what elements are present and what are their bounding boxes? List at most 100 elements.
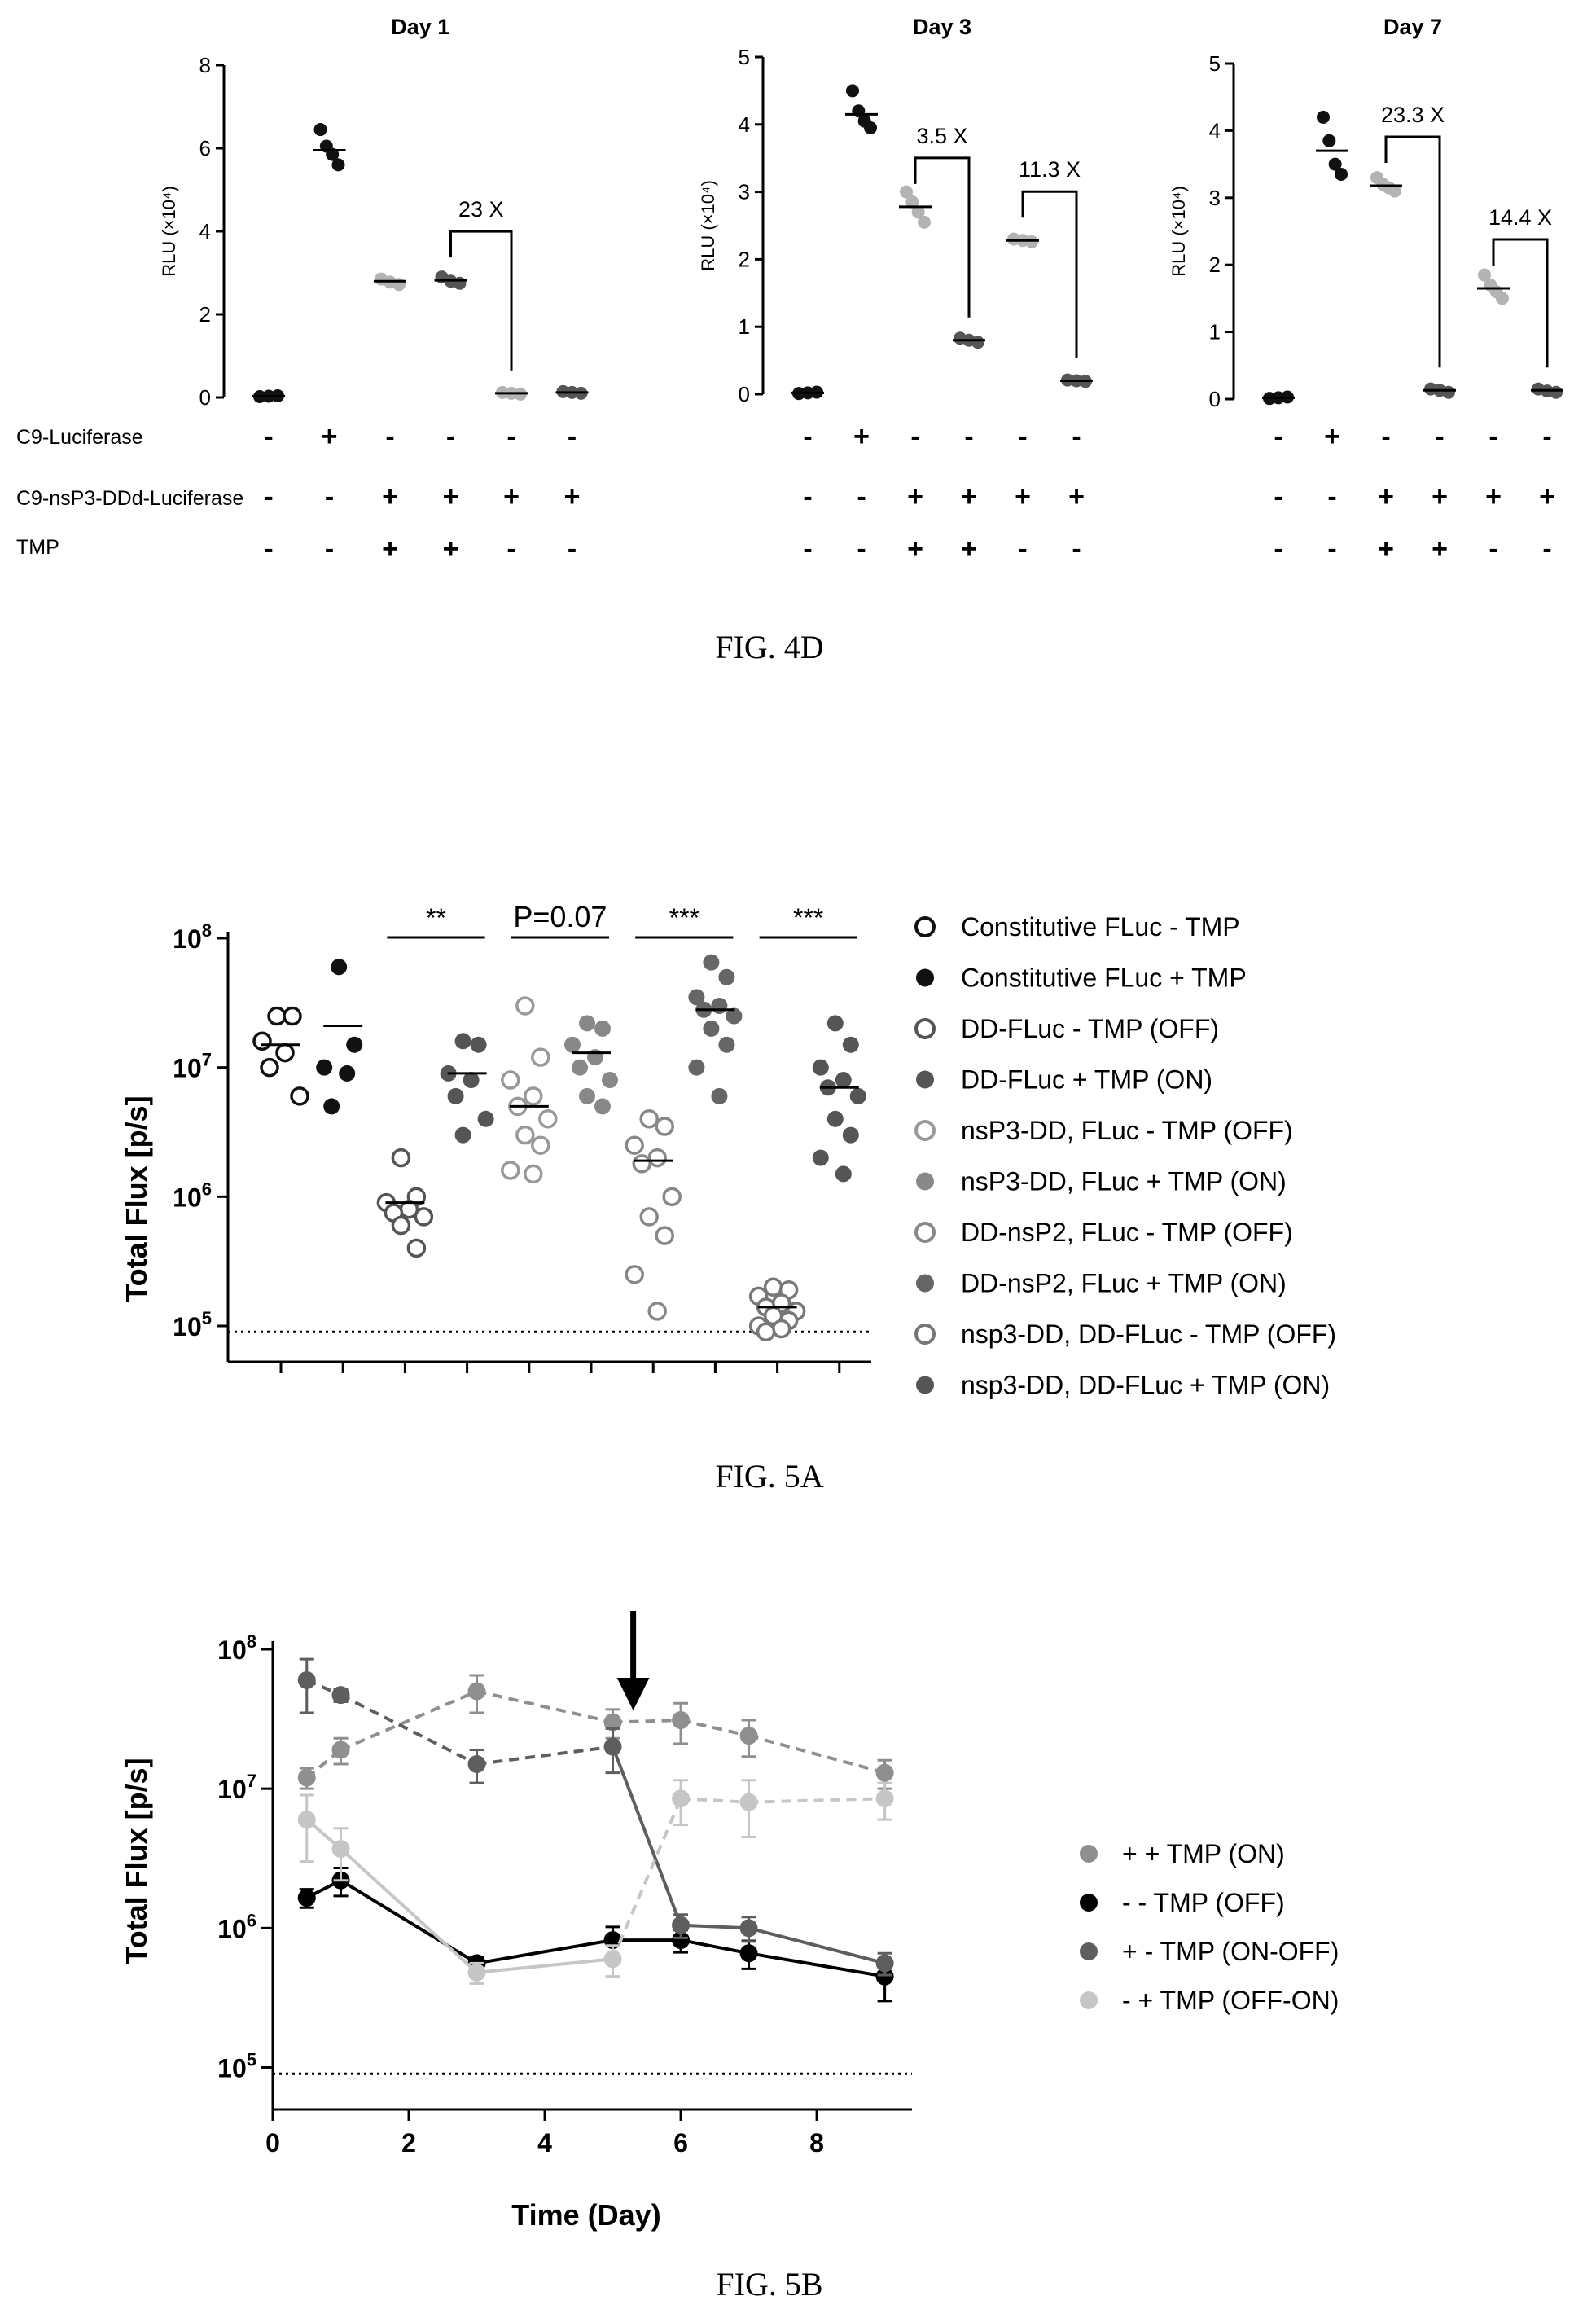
fig-5a-data-point	[647, 1302, 667, 1321]
fig-5b-legend-label: - + TMP (OFF-ON)	[1122, 1986, 1339, 2015]
fig-5a-data-point	[594, 1098, 611, 1115]
panel-2-comparison-bracket	[1384, 135, 1441, 368]
fig-5a-data-point	[579, 1087, 595, 1104]
fig-5a-y-tick-label: 106	[173, 1179, 212, 1212]
panel-1-condition-sign: +	[907, 533, 923, 564]
panel-2-condition-sign: -	[1542, 421, 1551, 452]
panel-2-y-tick-label: 3	[1209, 186, 1221, 210]
panel-1-condition-sign: -	[857, 481, 866, 512]
fig-5a-data-point	[454, 1033, 471, 1050]
row-label-tmp: TMP	[16, 536, 59, 559]
panel-2-data-point	[1496, 292, 1509, 305]
fig-5b-series-line-segment	[748, 1951, 885, 1978]
fig-5a-data-point	[763, 1277, 783, 1297]
panel-1-data-point	[911, 205, 925, 219]
fig-5a-data-point	[524, 1086, 543, 1106]
fig-5a-data-point	[339, 1065, 356, 1082]
fig-5b-series-line-segment	[680, 1797, 749, 1804]
fig-5a-data-point	[718, 1036, 735, 1053]
panel-2-condition-sign: -	[1274, 481, 1282, 512]
fig-5b-data-point	[467, 1963, 486, 1982]
fig-5a-data-point	[501, 1070, 520, 1090]
panel-0-condition-sign: -	[506, 533, 515, 564]
fig-5a-data-point	[290, 1086, 309, 1106]
fig-5a-significance-label: ***	[793, 903, 823, 933]
panel-2-data-point	[1388, 184, 1401, 198]
panel-0-condition-sign: -	[325, 533, 334, 564]
fig-5b-x-tick-label: 6	[673, 2128, 688, 2158]
fig-5a-data-point	[812, 1149, 829, 1166]
fig-5b-legend-label: + - TMP (ON-OFF)	[1122, 1937, 1339, 1966]
fig-5b-x-tick-label: 4	[537, 2128, 552, 2158]
fig-5a-data-point	[703, 954, 720, 971]
panel-2-fold-change-label: 14.4 X	[1489, 205, 1552, 230]
fig-5a-y-tick-label: 108	[173, 920, 212, 954]
fig-5a-data-point	[316, 1059, 333, 1076]
fig-5a-data-point	[655, 1226, 674, 1245]
panel-2-condition-sign: -	[1327, 481, 1336, 512]
panel-2-condition-sign: +	[1432, 533, 1448, 564]
fig-5b: 105 106 107 108 0 2 4 6 8 + + TMP (ON) - - TMP (OF…	[217, 1611, 1339, 2158]
panel-2-condition-sign: -	[1542, 533, 1551, 564]
fig-5a-data-point	[711, 997, 728, 1014]
fig-5a-data-point	[331, 959, 348, 976]
fig-5a-significance-label: **	[426, 903, 446, 933]
panel-1-condition-sign: -	[1018, 421, 1027, 452]
fig-5b-series-line-segment	[476, 1745, 613, 1767]
fig-5a-data-point	[718, 968, 735, 985]
panel-2-y-tick-label: 1	[1209, 320, 1221, 345]
panel-2-condition-sign: -	[1274, 533, 1282, 564]
fig-5a-data-point	[463, 1072, 480, 1089]
panel-2-condition-sign: +	[1378, 481, 1394, 512]
panel-0-fold-change-label: 23 X	[458, 197, 504, 222]
fig-5b-y-tick-label: 105	[217, 2049, 256, 2083]
panel-0-data-point	[453, 276, 467, 290]
fig-5b-series-line-segment	[476, 1689, 613, 1724]
panel-2-data-point	[1328, 157, 1342, 171]
panel-0-condition-sign: -	[264, 481, 273, 512]
fig-5a-legend-label: DD-FLuc + TMP (ON)	[961, 1065, 1212, 1095]
fig-5b-series-line-segment	[748, 1734, 886, 1775]
fig-5a-data-point	[726, 1007, 743, 1025]
fig-5b-data-point	[603, 1950, 622, 1969]
fig-5a-data-point	[501, 1161, 520, 1180]
fig-5b-data-point	[467, 1682, 486, 1701]
panel-1-condition-sign: +	[853, 421, 870, 452]
fig-5b-legend-label: - - TMP (OFF)	[1122, 1888, 1285, 1917]
fig-5a-data-point	[771, 1319, 791, 1339]
fig-5b-x-axis-label: Time (Day)	[511, 2198, 660, 2232]
fig-5a-legend-marker	[916, 1376, 934, 1394]
panel-1-condition-sign: -	[964, 421, 973, 452]
fig-5a-data-point	[538, 1109, 558, 1129]
fig-5b-legend-label: + + TMP (ON)	[1122, 1839, 1285, 1868]
fig-5b-legend-marker	[1080, 1894, 1098, 1912]
fig-5a-legend-label: DD-FLuc - TMP (OFF)	[961, 1014, 1219, 1043]
fig-5a-legend-label: DD-nsP2, FLuc + TMP (ON)	[961, 1269, 1287, 1298]
fig-5a-legend-label: Constitutive FLuc + TMP	[961, 964, 1247, 993]
fig-5b-series-line-segment	[748, 1797, 885, 1804]
fig-5b-y-tick-label: 108	[217, 1631, 256, 1665]
panel-1-condition-sign: -	[1018, 533, 1027, 564]
panel-1-y-tick-label: 1	[739, 314, 750, 339]
panel-0-condition-sign: -	[264, 421, 273, 452]
fig-5a-legend-marker	[914, 916, 936, 937]
fig-5a-legend-label: nsP3-DD, FLuc - TMP (OFF)	[961, 1116, 1293, 1145]
panel-0-data-point	[331, 158, 345, 172]
fig-5a-data-point	[849, 1087, 866, 1104]
fig-5a-legend-marker	[916, 1172, 934, 1191]
fig-5a-data-point	[812, 1059, 829, 1076]
fig-5a-data-point	[688, 1059, 705, 1076]
fig-5b-y-axis-label: Total Flux [p/s]	[120, 1758, 153, 1964]
fig-5a-data-point	[524, 1164, 543, 1184]
panel-2-data-point	[1322, 134, 1336, 147]
panel-0-condition-sign: -	[385, 421, 394, 452]
fig-5b-series-line-segment	[340, 1847, 478, 1974]
panel-0-data-point	[392, 278, 406, 292]
panel-1-condition-sign: +	[907, 481, 923, 512]
panel-0-y-tick-label: 8	[200, 53, 211, 77]
fig-5a-data-point	[531, 1135, 550, 1155]
fig-5b-switch-arrow-head	[616, 1678, 650, 1710]
fig-5a-legend-label: Constitutive FLuc - TMP	[961, 912, 1240, 942]
panel-0-condition-sign: +	[503, 481, 520, 512]
